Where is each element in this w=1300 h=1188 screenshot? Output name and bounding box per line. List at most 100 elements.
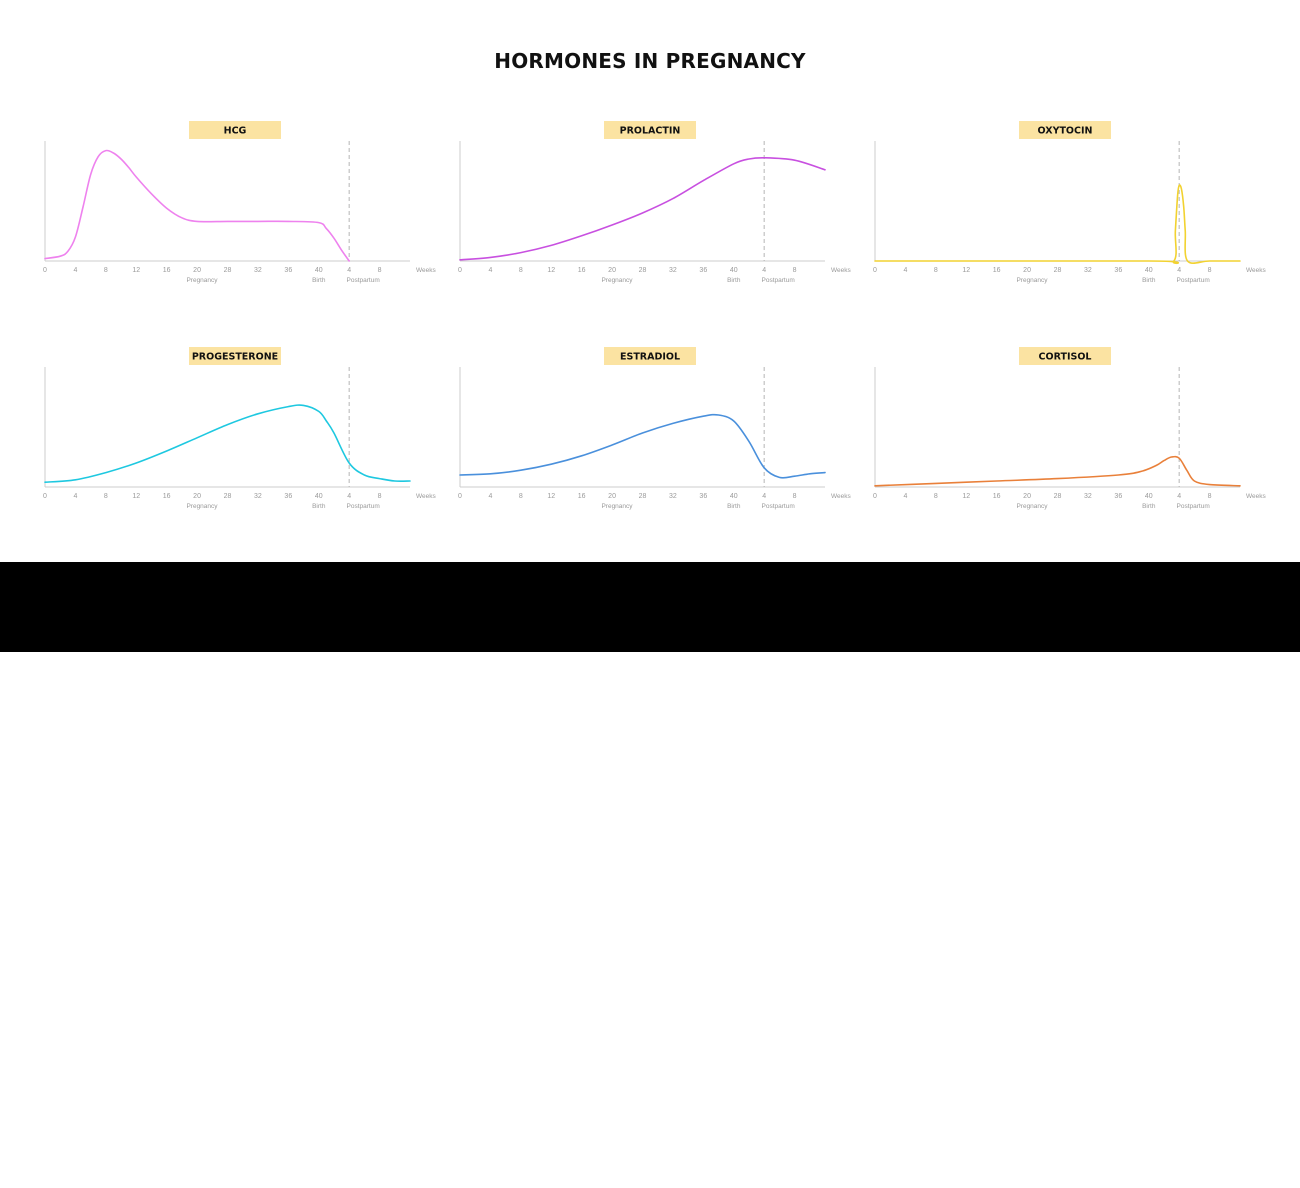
x-tick-label: 0 [873, 267, 877, 274]
section-label-pregnancy: Pregnancy [186, 277, 218, 284]
x-tick-label: 8 [519, 493, 523, 500]
x-tick-label: 28 [639, 267, 647, 274]
x-tick-label: 4 [762, 267, 766, 274]
x-tick-label: 0 [458, 493, 462, 500]
x-tick-label: 16 [163, 267, 171, 274]
x-tick-label: 8 [378, 267, 382, 274]
series-line-prolactin [459, 156, 826, 261]
x-tick-label: 20 [608, 493, 616, 500]
x-tick-label: 8 [793, 493, 797, 500]
x-tick-label: 40 [315, 267, 323, 274]
x-tick-label: 36 [284, 493, 292, 500]
x-tick-label: 32 [254, 493, 262, 500]
x-tick-label: 36 [699, 493, 707, 500]
x-tick-label: 28 [224, 493, 232, 500]
x-tick-label: 36 [284, 267, 292, 274]
x-tick-label: 40 [730, 493, 738, 500]
x-tick-label: 12 [547, 267, 555, 274]
x-tick-label: 40 [730, 267, 738, 274]
x-tick-label: 12 [962, 493, 970, 500]
figure-area: HORMONES IN PREGNANCY 0 4 8 12 16 20 28 32 36 40 4… [0, 0, 1300, 562]
section-label-pregnancy: Pregnancy [601, 277, 633, 284]
chart-title-badge [189, 121, 281, 139]
x-tick-label: 32 [1084, 267, 1092, 274]
x-tick-label: 28 [1054, 267, 1062, 274]
x-tick-label: 20 [608, 267, 616, 274]
x-tick-label: 12 [132, 267, 140, 274]
x-tick-label: 36 [1114, 493, 1122, 500]
x-unit-label: Weeks [1246, 267, 1266, 274]
x-tick-label: 16 [993, 267, 1001, 274]
chart-title-badge [1019, 121, 1111, 139]
x-tick-label: 8 [104, 493, 108, 500]
x-tick-label: 32 [669, 267, 677, 274]
x-tick-label: 12 [547, 493, 555, 500]
x-unit-label: Weeks [1246, 493, 1266, 500]
section-label-postpartum: Postpartum [762, 277, 795, 284]
section-label-pregnancy: Pregnancy [186, 503, 218, 510]
x-tick-label: 20 [1023, 267, 1031, 274]
x-tick-label: 36 [1114, 267, 1122, 274]
hormone-chart-oxytocin: 0 4 8 12 16 20 28 32 36 40 4 8 Weeks Pregnancy Birth Po… [873, 121, 1266, 284]
x-tick-label: 0 [43, 493, 47, 500]
x-tick-label: 4 [73, 267, 77, 274]
chart-title: HCG [224, 126, 247, 137]
x-tick-label: 20 [193, 493, 201, 500]
x-tick-label: 28 [1054, 493, 1062, 500]
chart-title: CORTISOL [1039, 352, 1092, 363]
hormone-chart-progesterone: 0 4 8 12 16 20 28 32 36 40 4 8 Weeks Pregnancy Birth Po… [43, 347, 436, 510]
x-unit-label: Weeks [831, 267, 851, 274]
x-tick-label: 8 [934, 493, 938, 500]
x-tick-label: 4 [1177, 493, 1181, 500]
section-label-postpartum: Postpartum [347, 503, 380, 510]
x-tick-label: 8 [1208, 493, 1212, 500]
x-tick-label: 20 [1023, 493, 1031, 500]
x-tick-label: 32 [1084, 493, 1092, 500]
chart-title: OXYTOCIN [1038, 126, 1093, 137]
x-tick-label: 40 [1145, 267, 1153, 274]
x-tick-label: 40 [1145, 493, 1153, 500]
section-label-birth: Birth [1142, 503, 1156, 510]
section-label-postpartum: Postpartum [1177, 277, 1210, 284]
x-tick-label: 16 [163, 493, 171, 500]
section-label-birth: Birth [1142, 277, 1156, 284]
x-tick-label: 8 [793, 267, 797, 274]
series-line-progesterone [44, 404, 411, 483]
section-label-pregnancy: Pregnancy [601, 503, 633, 510]
main-title: HORMONES IN PREGNANCY [494, 49, 806, 73]
x-tick-label: 4 [903, 493, 907, 500]
x-tick-label: 8 [378, 493, 382, 500]
series-line-hcg [44, 149, 350, 262]
x-tick-label: 8 [1208, 267, 1212, 274]
x-tick-label: 4 [73, 493, 77, 500]
x-tick-label: 0 [458, 267, 462, 274]
x-tick-label: 4 [488, 267, 492, 274]
hormone-chart-cortisol: 0 4 8 12 16 20 28 32 36 40 4 8 Weeks Pregnancy Birth Po… [873, 347, 1266, 510]
x-tick-label: 32 [254, 267, 262, 274]
x-unit-label: Weeks [416, 267, 436, 274]
x-tick-label: 16 [993, 493, 1001, 500]
section-label-pregnancy: Pregnancy [1016, 503, 1048, 510]
x-tick-label: 4 [762, 493, 766, 500]
x-tick-label: 16 [578, 493, 586, 500]
x-tick-label: 12 [132, 493, 140, 500]
x-tick-label: 16 [578, 267, 586, 274]
x-tick-label: 4 [347, 493, 351, 500]
series-line-cortisol [874, 455, 1241, 487]
chart-title-badge [1019, 347, 1111, 365]
x-tick-label: 28 [224, 267, 232, 274]
x-tick-label: 8 [519, 267, 523, 274]
section-label-postpartum: Postpartum [1177, 503, 1210, 510]
section-label-birth: Birth [312, 277, 326, 284]
series-line-estradiol [459, 413, 826, 479]
x-tick-label: 0 [873, 493, 877, 500]
chart-title: ESTRADIOL [620, 352, 680, 363]
x-tick-label: 4 [347, 267, 351, 274]
hormone-chart-hcg: 0 4 8 12 16 20 28 32 36 40 4 8 Weeks Pregnancy Birth Po… [43, 121, 436, 284]
chart-title: PROGESTERONE [192, 352, 278, 363]
chart-title: PROLACTIN [620, 126, 681, 137]
x-unit-label: Weeks [416, 493, 436, 500]
x-tick-label: 12 [962, 267, 970, 274]
x-tick-label: 40 [315, 493, 323, 500]
